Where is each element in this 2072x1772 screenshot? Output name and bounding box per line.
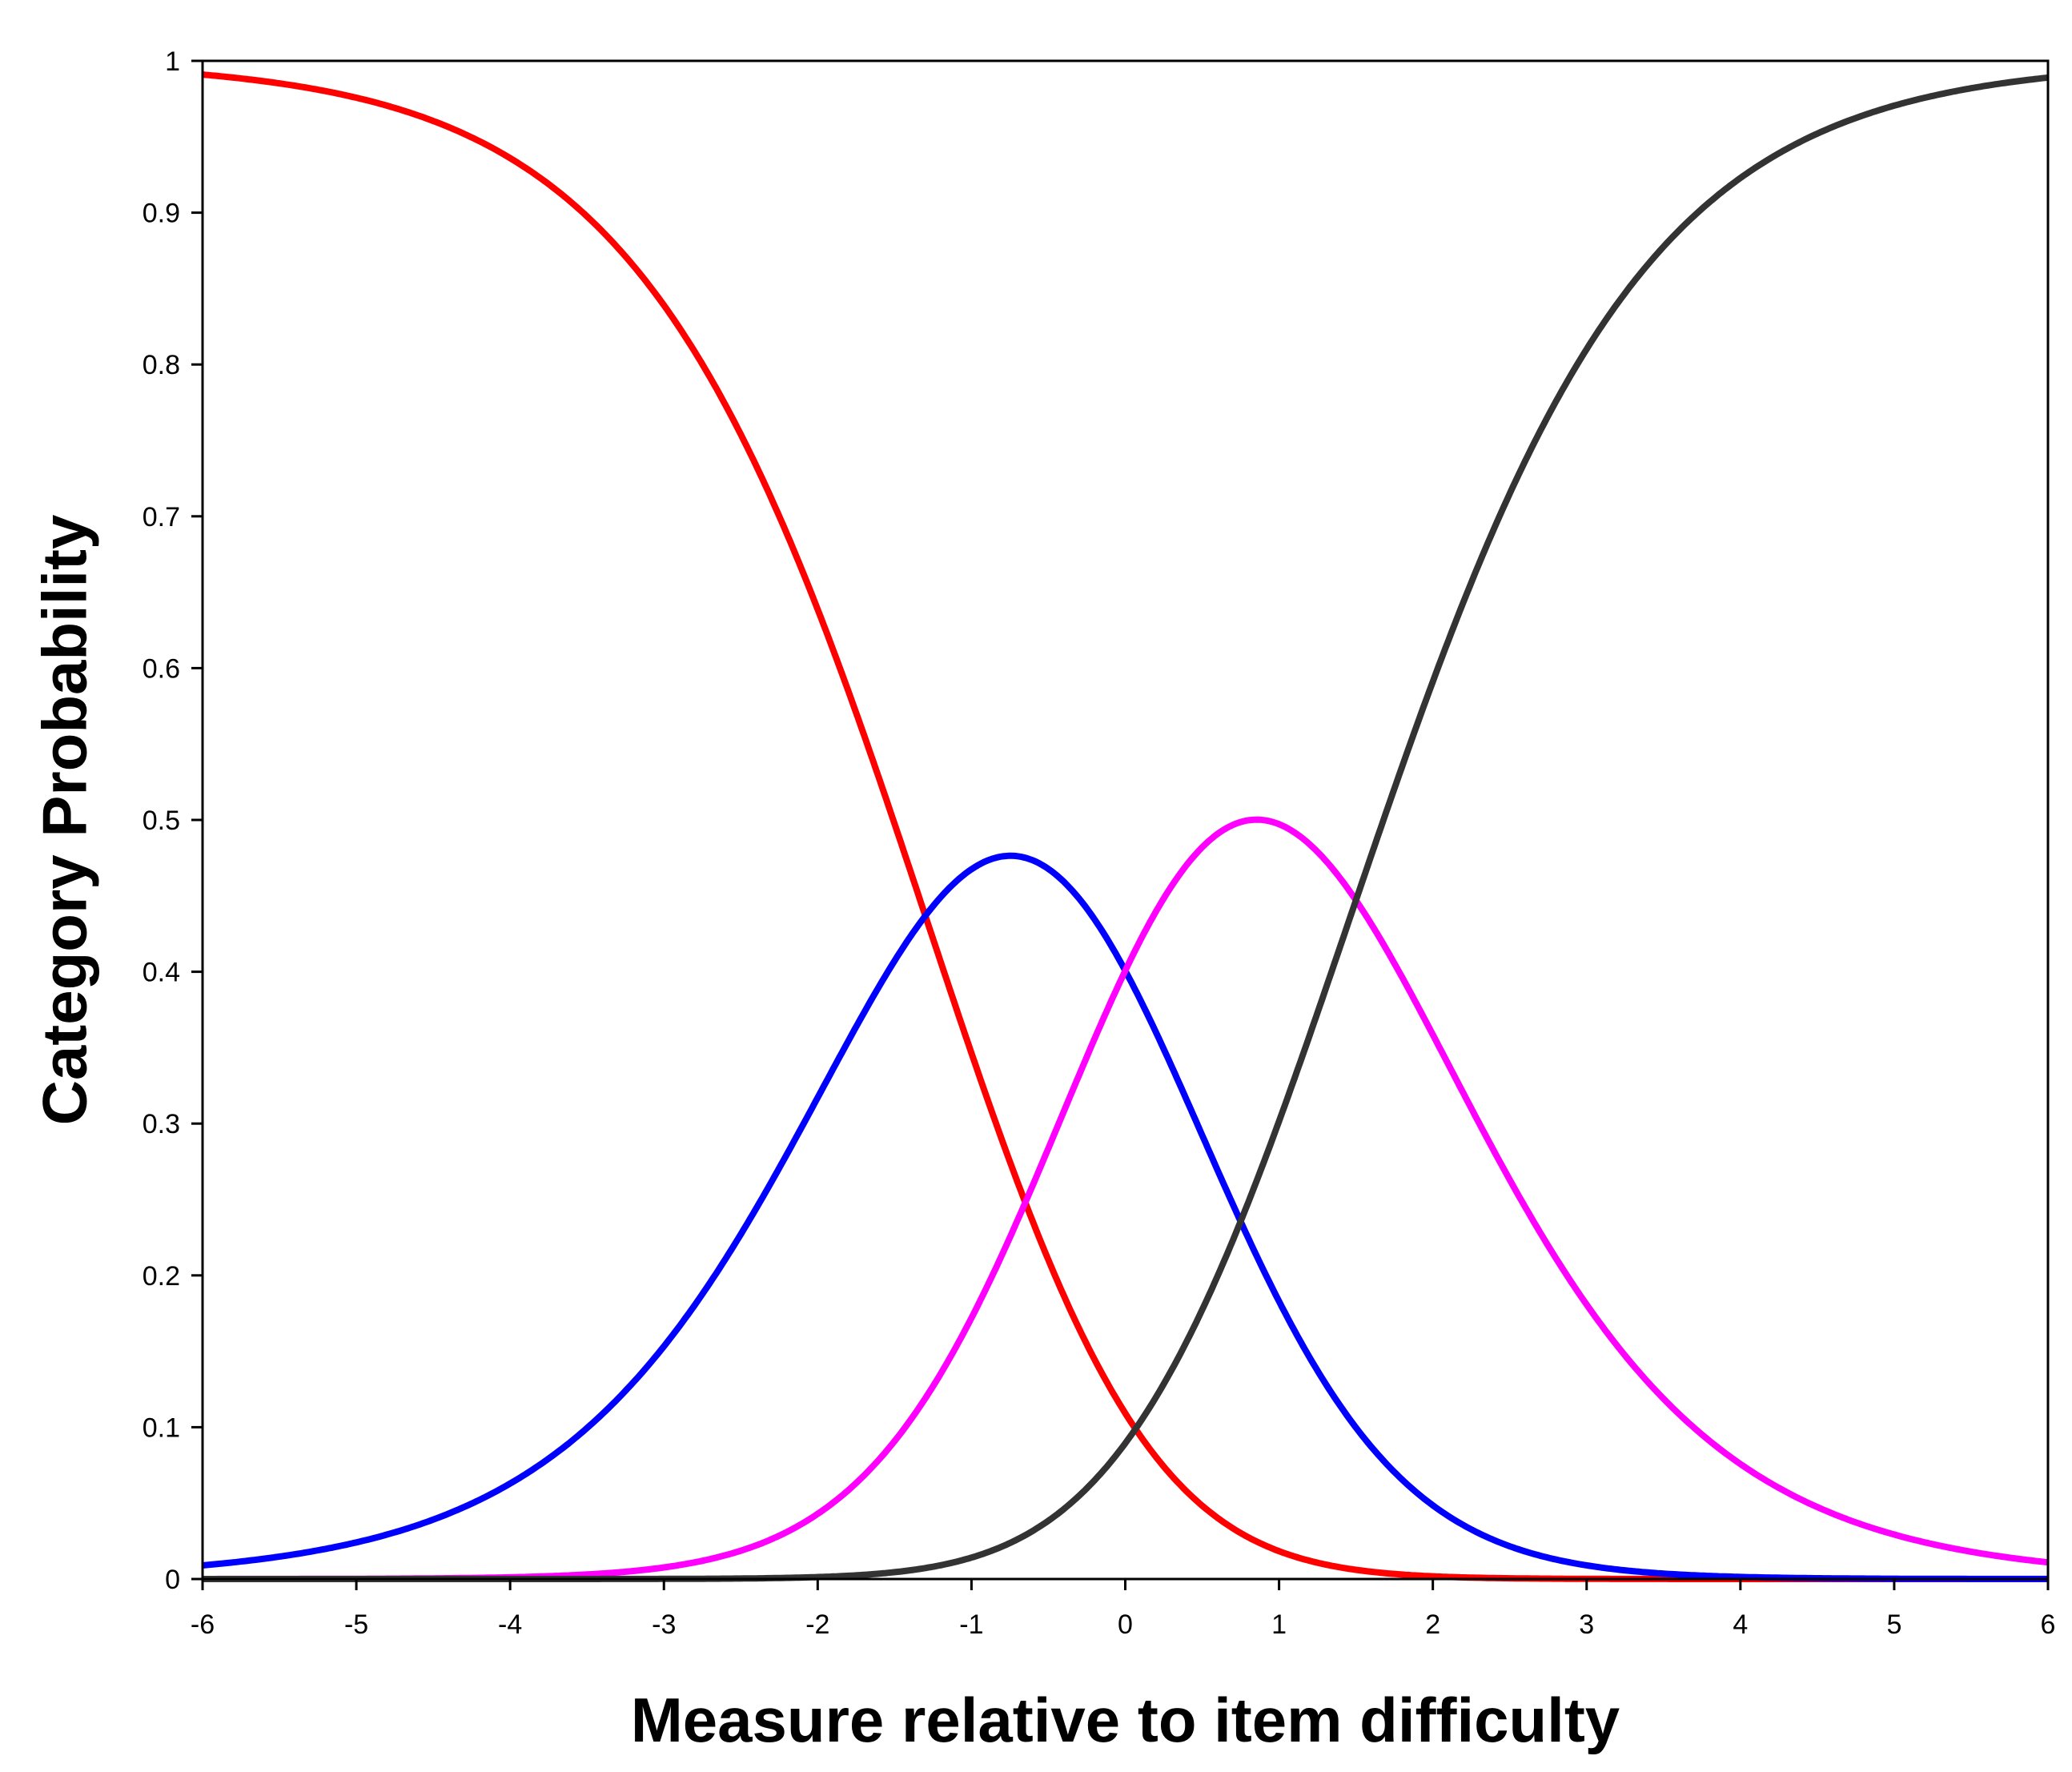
y-tick-label: 0.2: [143, 1261, 180, 1292]
y-tick-label: 0: [165, 1565, 180, 1595]
y-tick-label: 0.1: [143, 1412, 180, 1443]
y-tick-label: 0.7: [143, 502, 180, 532]
x-tick-label: -6: [191, 1609, 215, 1640]
x-tick-label: 5: [1886, 1609, 1901, 1640]
x-tick-label: -1: [959, 1609, 983, 1640]
x-tick-label: 2: [1425, 1609, 1440, 1640]
x-tick-label: -4: [498, 1609, 522, 1640]
x-tick-label: -5: [344, 1609, 368, 1640]
x-tick-label: 1: [1271, 1609, 1287, 1640]
y-axis-title: Category Probability: [29, 515, 99, 1126]
x-tick-label: 3: [1579, 1609, 1594, 1640]
y-tick-label: 0.5: [143, 806, 180, 836]
x-tick-label: -3: [652, 1609, 676, 1640]
x-tick-label: 0: [1118, 1609, 1133, 1640]
y-tick-label: 0.4: [143, 958, 180, 988]
y-tick-label: 1: [165, 46, 180, 77]
x-axis-ticks: -6 -5 -4 -3 -2 -1 0 1 2 3 4 5 6: [191, 1579, 2056, 1640]
x-axis-title: Measure relative to item difficulty: [631, 1685, 1620, 1755]
x-tick-label: -2: [805, 1609, 829, 1640]
y-tick-label: 0.9: [143, 199, 180, 229]
y-tick-label: 0.6: [143, 653, 180, 684]
y-tick-label: 0.8: [143, 350, 180, 380]
x-tick-label: 4: [1733, 1609, 1748, 1640]
y-axis-ticks: 0 0.1 0.2 0.3 0.4 0.5 0.6 0.7 0.8 0.9 1: [143, 46, 203, 1595]
y-tick-label: 0.3: [143, 1109, 180, 1139]
x-tick-label: 6: [2041, 1609, 2056, 1640]
